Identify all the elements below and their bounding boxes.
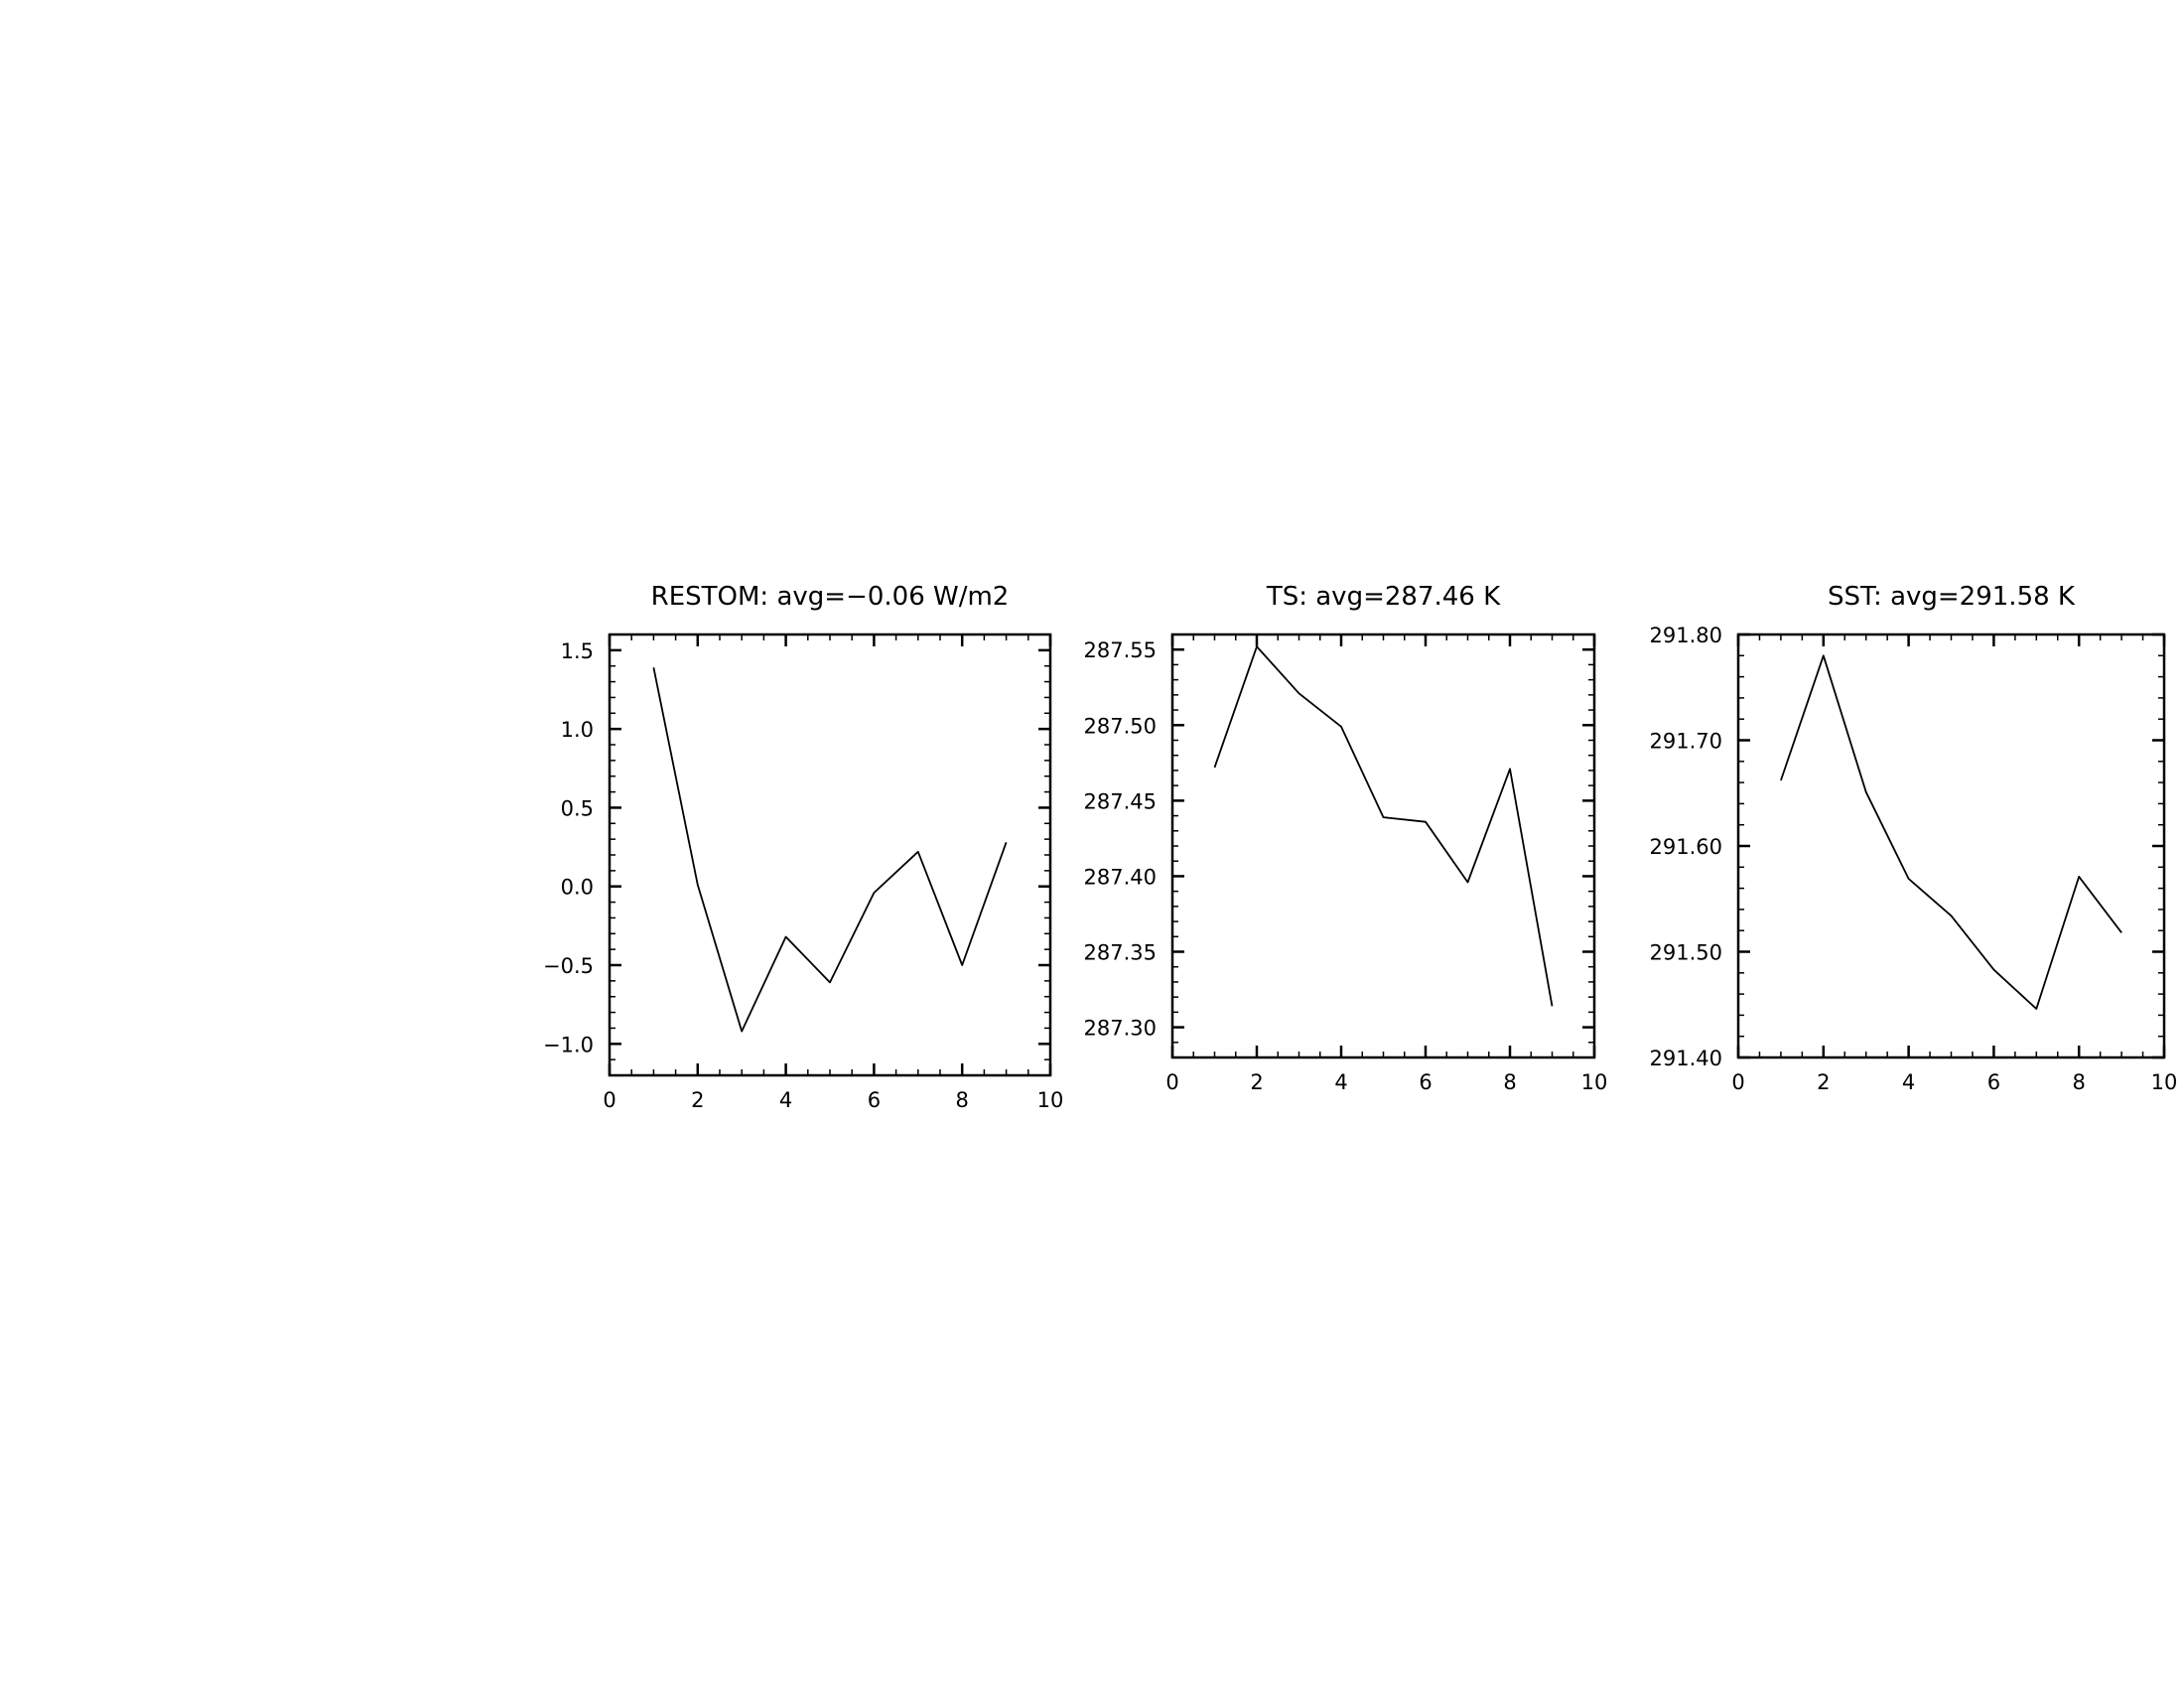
panel-restom: RESTOM: avg=−0.06 W/m2 0 2 4 6 8 10 −1.0 −0.5 0.0… <box>543 582 1063 1112</box>
restom-title: RESTOM: avg=−0.06 W/m2 <box>651 582 1010 612</box>
ts-y-tick-label: 287.50 <box>1084 714 1157 738</box>
sst-title: SST: avg=291.58 K <box>1828 582 2076 612</box>
ts-x-tick-label: 0 <box>1165 1070 1178 1094</box>
ts-title: TS: avg=287.46 K <box>1266 582 1501 612</box>
sst-plot-frame <box>1736 633 2166 1059</box>
restom-y-tick-label: 0.0 <box>561 876 594 900</box>
restom-y-tick-label: 1.0 <box>561 718 594 742</box>
restom-y-tick-label: −0.5 <box>543 954 594 978</box>
ts-x-tick-label: 2 <box>1250 1070 1263 1094</box>
ts-y-tick-label: 287.30 <box>1084 1017 1157 1041</box>
restom-x-tick-label: 2 <box>691 1088 704 1112</box>
sst-y-tick-label: 291.40 <box>1650 1047 1722 1070</box>
panel-ts: TS: avg=287.46 K 0 2 4 6 8 10 287.30 287.35 287.4… <box>1084 582 1608 1094</box>
restom-y-tick-label: −1.0 <box>543 1033 594 1056</box>
sst-x-tick-label: 2 <box>1817 1070 1830 1094</box>
restom-y-tick-label: 1.5 <box>561 639 594 663</box>
panel-sst: SST: avg=291.58 K 0 2 4 6 8 10 291.40 291.50 291.… <box>1650 582 2178 1094</box>
ts-x-tick-label: 10 <box>1581 1070 1608 1094</box>
restom-x-tick-label: 6 <box>868 1088 881 1112</box>
sst-y-tick-label: 291.70 <box>1650 730 1722 754</box>
restom-x-tick-label: 10 <box>1037 1088 1064 1112</box>
sst-series-line <box>1780 654 2122 1010</box>
ts-series-line <box>1213 645 1554 1007</box>
ts-x-tick-label: 8 <box>1503 1070 1516 1094</box>
sst-y-tick-label: 291.50 <box>1650 941 1722 965</box>
sst-x-tick-label: 8 <box>2073 1070 2086 1094</box>
ts-y-tick-label: 287.45 <box>1084 789 1157 813</box>
restom-plot-frame <box>608 633 1052 1077</box>
ts-y-tick-label: 287.40 <box>1084 865 1157 889</box>
restom-x-tick-label: 0 <box>603 1088 615 1112</box>
sst-x-tick-label: 6 <box>1987 1070 2000 1094</box>
sst-x-tick-label: 0 <box>1731 1070 1744 1094</box>
restom-series-line <box>652 667 1008 1033</box>
sst-y-tick-label: 291.80 <box>1650 624 1722 647</box>
sst-y-tick-label: 291.60 <box>1650 835 1722 859</box>
restom-y-tick-label: 0.5 <box>561 796 594 820</box>
restom-x-tick-label: 8 <box>956 1088 969 1112</box>
ts-y-tick-label: 287.35 <box>1084 941 1157 965</box>
restom-x-tick-label: 4 <box>779 1088 792 1112</box>
ts-x-tick-label: 6 <box>1419 1070 1432 1094</box>
ts-plot-frame <box>1170 633 1596 1059</box>
sst-x-tick-label: 10 <box>2151 1070 2178 1094</box>
ts-y-tick-label: 287.55 <box>1084 638 1157 662</box>
ts-x-tick-label: 4 <box>1334 1070 1347 1094</box>
sst-x-tick-label: 4 <box>1902 1070 1915 1094</box>
